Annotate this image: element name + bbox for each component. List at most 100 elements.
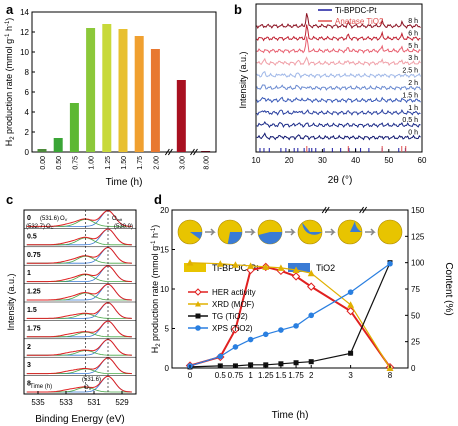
- xps-trace-0.75: [26, 246, 132, 264]
- trace-label-b: 5 h: [408, 43, 418, 50]
- axis-break-d: [359, 206, 365, 214]
- arrow-right-icon: [245, 228, 256, 236]
- arrow-right-icon: [365, 228, 376, 236]
- sphere-wedge-icon: [302, 222, 322, 235]
- y-tick-label-d-right: 150: [411, 206, 425, 215]
- y-tick-label-a: 14: [20, 8, 29, 17]
- annot-bottom-ov: OV: [84, 385, 92, 391]
- panel-label-c: c: [6, 192, 13, 207]
- panel-label-b: b: [234, 2, 242, 17]
- axis-break-a: [193, 148, 198, 156]
- arrow-right-icon: [205, 228, 216, 236]
- x-axis-label-c: Binding Energy (eV): [35, 414, 125, 425]
- xrd-trace-1.5h: [256, 96, 421, 104]
- annot-time: Time (h): [30, 384, 52, 390]
- x-tick-label-a: 0.50: [56, 156, 63, 170]
- x-tick-label-d: 1.25: [258, 371, 274, 380]
- trace-label-b: 2.5 h: [402, 68, 418, 75]
- x-tick-label-d: 0: [188, 371, 193, 380]
- marker-3-7: [308, 312, 315, 319]
- xps-trace-1.75: [26, 320, 132, 338]
- xrd-trace-6h: [256, 24, 421, 42]
- marker-2-5: [278, 361, 284, 367]
- combined-chart-d: Ti-BPDC-Pt TiO2 HER activity XRD (MOF) TG …: [150, 206, 454, 421]
- bar-8.00: [201, 151, 211, 152]
- axis-break-a: [164, 148, 170, 156]
- marker-1-2: [231, 261, 239, 268]
- marker-3-3: [247, 336, 254, 343]
- y-axis-label-c: Intensity (a.u.): [6, 273, 16, 330]
- marker-3-1: [217, 353, 224, 360]
- annot-oc: OC: [46, 224, 54, 230]
- marker-2-8: [348, 350, 354, 356]
- legend-label-pt: Ti-BPDC-Pt: [335, 6, 377, 15]
- legend-label-tio2: TiO2: [316, 263, 335, 273]
- y-tick-label-d-right: 25: [411, 338, 420, 347]
- marker-0-6: [291, 272, 301, 281]
- legend-label-d: HER activity: [212, 288, 256, 297]
- legend-top-d: Ti-BPDC-Pt TiO2: [184, 263, 335, 273]
- plot-frame-b: [255, 3, 423, 153]
- trace-label-b: 1 h: [408, 105, 418, 112]
- xrd-trace-0.5h: [256, 121, 421, 129]
- annot-bottom-peak: (531.6): [82, 377, 101, 383]
- annot-olatt-val: (530.0): [114, 224, 133, 230]
- trace-label-c: 8: [27, 381, 31, 388]
- marker-3-8: [347, 289, 354, 295]
- x-tick-label-d: 8: [388, 371, 393, 380]
- x-tick-label-a: 1.25: [105, 156, 112, 170]
- trace-label-b: 0.5 h: [402, 117, 418, 124]
- trace-label-c: 0.75: [27, 252, 41, 259]
- x-tick-label-a: 1.50: [121, 156, 128, 170]
- xps-chart-c: 0 0.5 0.75 1 1.25 1.5 1.75 2 3 8 535 533 531 529 Bin…: [6, 209, 137, 425]
- panel-label-d: d: [154, 192, 162, 207]
- x-tick-label-a: 3.00: [179, 156, 186, 170]
- arrow-right-icon: [285, 228, 296, 236]
- y-tick-label-d-left: 10: [160, 285, 169, 294]
- trace-label-b: 1.5 h: [402, 92, 418, 99]
- marker-3-5: [278, 327, 284, 333]
- marker-2-7: [308, 359, 314, 365]
- x-tick-label-d: 1.5: [275, 371, 287, 380]
- legend-b: Ti-BPDC-Pt Anatase TiO2: [318, 6, 384, 26]
- marker-1-0: [186, 259, 194, 266]
- y-tick-label-a: 4: [25, 108, 30, 117]
- x-tick-label-d: 0.5: [215, 371, 227, 380]
- bar-0.00: [37, 149, 47, 152]
- xrd-trace-3h: [256, 56, 421, 67]
- series-line-1: [189, 262, 391, 369]
- axis-break-d: [362, 206, 368, 214]
- bar-chart-a: 0 2 4 6 8 10 12 14 0.00 0.50 0.75 1.00 1.25 1.50 1.75…: [4, 8, 217, 188]
- sphere-wedge-icon: [227, 232, 242, 244]
- legend-label-d: XRD (MOF): [212, 300, 255, 309]
- legend-marker-d: [195, 325, 201, 331]
- trace-label-c: 1: [27, 270, 31, 277]
- marker-1-1: [216, 260, 224, 267]
- xps-fit-ov: [26, 331, 132, 338]
- marker-0-2: [231, 325, 240, 334]
- x-tick-label-d: 2: [309, 371, 314, 380]
- marker-2-6: [293, 360, 299, 366]
- y-tick-label-a: 6: [25, 88, 30, 97]
- marker-3-2: [232, 344, 239, 350]
- legend-label-ti-bpdc: Ti-BPDC-Pt: [212, 263, 259, 273]
- axis-break-d: [324, 206, 330, 214]
- y-axis-label-d-left: H2 production rate (mmol g-1 h-1): [150, 225, 162, 354]
- x-tick-label-d: 3: [348, 371, 353, 380]
- y-tick-label-a: 12: [20, 28, 29, 37]
- trace-label-c: 0: [27, 215, 31, 222]
- trace-label-b: 0 h: [408, 130, 418, 137]
- axis-break-d: [321, 206, 327, 214]
- x-tick-label-c: 535: [31, 398, 45, 407]
- marker-0-8: [346, 306, 355, 316]
- axis-break-a: [167, 148, 173, 156]
- x-tick-label-b: 60: [418, 156, 427, 165]
- axis-break-a: [190, 148, 195, 156]
- x-tick-label-b: 50: [384, 156, 393, 165]
- marker-3-6: [293, 323, 299, 329]
- xrd-trace-5h: [256, 36, 421, 54]
- x-axis-label-a: Time (h): [106, 177, 143, 188]
- marker-1-7: [307, 269, 315, 277]
- trace-label-b: 2 h: [408, 80, 418, 87]
- sphere-wedge-icon: [258, 232, 282, 245]
